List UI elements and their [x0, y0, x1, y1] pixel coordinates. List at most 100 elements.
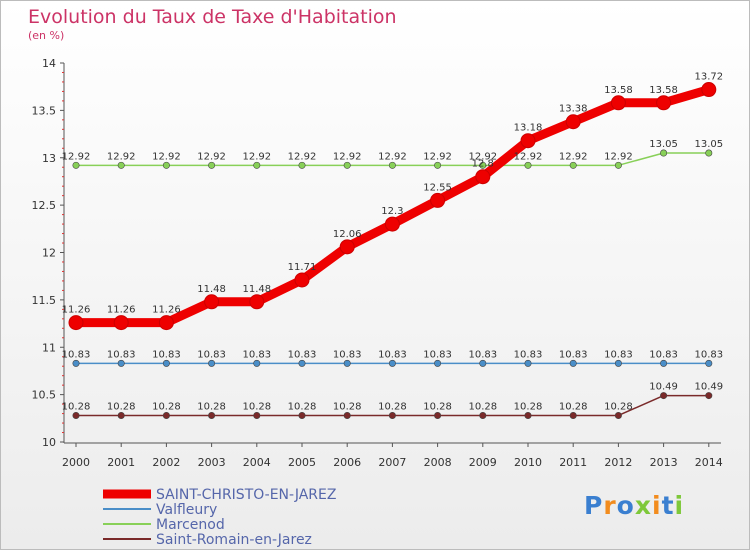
data-point	[117, 161, 125, 169]
data-point	[162, 161, 170, 169]
data-label: 10.28	[62, 401, 91, 412]
data-label: 10.28	[197, 401, 226, 412]
data-point	[113, 315, 129, 331]
data-label: 10.83	[559, 349, 588, 360]
data-point	[72, 411, 80, 419]
data-point	[253, 161, 261, 169]
x-tick-label: 2003	[198, 456, 226, 469]
data-point	[614, 359, 622, 367]
data-label: 10.49	[694, 382, 723, 393]
data-label: 12.3	[381, 206, 403, 217]
data-point	[158, 315, 174, 331]
chart-subtitle: (en %)	[28, 29, 65, 42]
data-label: 10.28	[152, 401, 181, 412]
y-tick-label: 11.5	[32, 294, 57, 307]
data-point	[434, 161, 442, 169]
data-label: 11.71	[288, 262, 317, 273]
data-point	[384, 216, 400, 232]
data-label: 10.83	[333, 349, 362, 360]
data-label: 10.83	[694, 349, 723, 360]
data-point	[162, 411, 170, 419]
y-tick-label: 13.5	[32, 104, 57, 117]
data-label: 12.92	[333, 151, 362, 162]
data-label: 11.48	[242, 284, 271, 295]
data-point	[434, 359, 442, 367]
data-label: 12.06	[333, 229, 362, 240]
x-tick-label: 2000	[62, 456, 90, 469]
y-tick-label: 10	[42, 436, 56, 449]
data-label: 12.92	[378, 151, 407, 162]
x-tick-label: 2004	[243, 456, 271, 469]
y-tick-label: 13	[42, 152, 56, 165]
data-label: 10.28	[514, 401, 543, 412]
data-point	[249, 294, 265, 310]
data-label: 12.8	[472, 159, 494, 170]
data-point	[660, 359, 668, 367]
x-tick-label: 2010	[514, 456, 542, 469]
data-point	[117, 359, 125, 367]
data-point	[479, 161, 487, 169]
data-point	[565, 114, 581, 130]
data-point	[294, 272, 310, 288]
data-point	[479, 359, 487, 367]
data-label: 10.83	[378, 349, 407, 360]
x-tick-label: 2007	[378, 456, 406, 469]
data-point	[253, 411, 261, 419]
data-point	[569, 359, 577, 367]
data-label: 11.26	[152, 305, 181, 316]
y-tick-label: 12.5	[32, 199, 57, 212]
logo-letter: x	[634, 491, 652, 520]
data-label: 10.83	[604, 349, 633, 360]
data-label: 10.83	[242, 349, 271, 360]
logo-letter: P	[584, 491, 604, 520]
data-point	[524, 359, 532, 367]
data-point	[208, 161, 216, 169]
data-label: 12.92	[423, 151, 452, 162]
y-tick-label: 14	[42, 57, 56, 70]
data-point	[705, 392, 713, 400]
data-label: 13.38	[559, 104, 588, 115]
data-point	[253, 359, 261, 367]
logo-letter: r	[603, 491, 617, 520]
data-label: 10.28	[333, 401, 362, 412]
x-tick-label: 2002	[152, 456, 180, 469]
data-label: 12.92	[197, 151, 226, 162]
data-point	[705, 359, 713, 367]
data-label: 12.92	[107, 151, 136, 162]
data-point	[705, 149, 713, 157]
data-label: 10.28	[107, 401, 136, 412]
data-label: 10.28	[559, 401, 588, 412]
data-point	[475, 169, 491, 185]
data-label: 10.28	[242, 401, 271, 412]
data-label: 10.83	[423, 349, 452, 360]
data-label: 11.26	[62, 305, 91, 316]
data-label: 13.05	[694, 139, 723, 150]
data-point	[343, 161, 351, 169]
data-label: 10.83	[649, 349, 678, 360]
data-label: 10.83	[62, 349, 91, 360]
data-label: 12.92	[468, 151, 497, 162]
data-label: 12.92	[242, 151, 271, 162]
x-tick-label: 2012	[604, 456, 632, 469]
data-label: 10.83	[468, 349, 497, 360]
data-label: 10.28	[288, 401, 317, 412]
chart-title: Evolution du Taux de Taxe d'Habitation	[28, 6, 397, 28]
data-label: 12.92	[559, 151, 588, 162]
x-tick-label: 2013	[650, 456, 678, 469]
data-point	[610, 95, 626, 111]
x-tick-label: 2006	[333, 456, 361, 469]
data-label: 10.83	[197, 349, 226, 360]
data-point	[388, 161, 396, 169]
data-point	[68, 315, 84, 331]
data-point	[298, 161, 306, 169]
data-label: 10.49	[649, 382, 678, 393]
data-label: 10.83	[152, 349, 181, 360]
data-point	[479, 411, 487, 419]
data-point	[524, 161, 532, 169]
data-label: 10.83	[288, 349, 317, 360]
data-point	[72, 359, 80, 367]
data-point	[343, 359, 351, 367]
data-point	[430, 192, 446, 208]
data-point	[72, 161, 80, 169]
x-tick-label: 2001	[107, 456, 135, 469]
